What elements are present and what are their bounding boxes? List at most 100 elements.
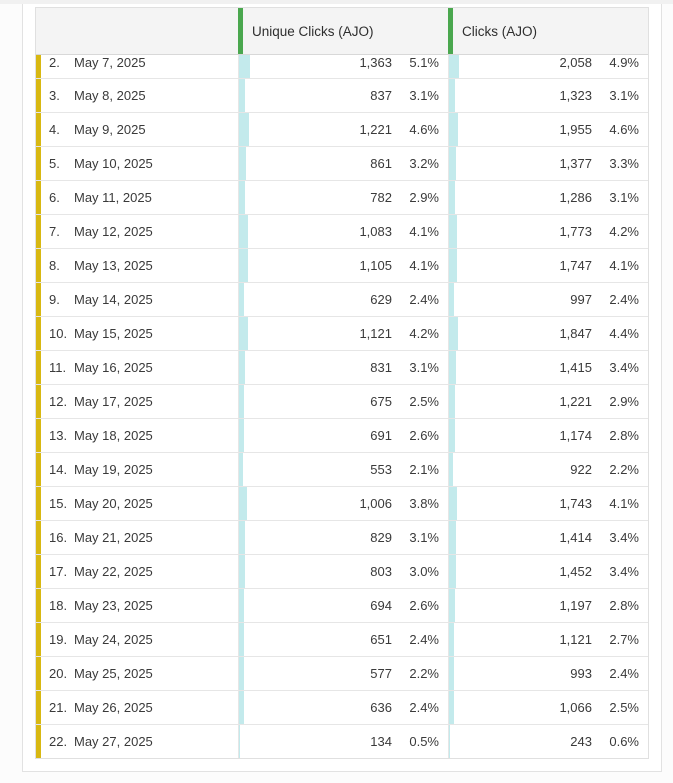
- unique-clicks-cell[interactable]: 1,121 4.2%: [238, 317, 448, 350]
- row-date: May 18, 2025: [74, 428, 153, 443]
- table-row[interactable]: 4. May 9, 2025 1,221 4.6% 1,955 4.6%: [36, 113, 648, 147]
- unique-clicks-cell[interactable]: 829 3.1%: [238, 521, 448, 554]
- table-row[interactable]: 8. May 13, 2025 1,105 4.1% 1,747 4.1%: [36, 249, 648, 283]
- date-cell[interactable]: 18. May 23, 2025: [36, 589, 238, 622]
- clicks-column-header[interactable]: Clicks (AJO): [448, 8, 648, 54]
- unique-clicks-cell[interactable]: 1,105 4.1%: [238, 249, 448, 282]
- metric-value: 1,452: [559, 564, 592, 579]
- unique-clicks-cell[interactable]: 1,363 5.1%: [238, 55, 448, 78]
- date-cell[interactable]: 2. May 7, 2025: [36, 55, 238, 78]
- unique-clicks-cell[interactable]: 1,221 4.6%: [238, 113, 448, 146]
- table-row[interactable]: 14. May 19, 2025 553 2.1% 922 2.2%: [36, 453, 648, 487]
- percent-bar: [239, 453, 244, 486]
- metric-percent: 4.4%: [609, 326, 639, 341]
- unique-clicks-cell[interactable]: 837 3.1%: [238, 79, 448, 112]
- metric-value: 1,105: [359, 258, 392, 273]
- table-row[interactable]: 15. May 20, 2025 1,006 3.8% 1,743 4.1%: [36, 487, 648, 521]
- clicks-cell[interactable]: 1,415 3.4%: [448, 351, 648, 384]
- unique-clicks-cell[interactable]: 577 2.2%: [238, 657, 448, 690]
- clicks-cell[interactable]: 922 2.2%: [448, 453, 648, 486]
- table-row[interactable]: 20. May 25, 2025 577 2.2% 993 2.4%: [36, 657, 648, 691]
- unique-clicks-cell[interactable]: 691 2.6%: [238, 419, 448, 452]
- table-row[interactable]: 5. May 10, 2025 861 3.2% 1,377 3.3%: [36, 147, 648, 181]
- table-row[interactable]: 2. May 7, 2025 1,363 5.1% 2,058 4.9%: [36, 55, 648, 79]
- unique-clicks-cell[interactable]: 636 2.4%: [238, 691, 448, 724]
- unique-clicks-cell[interactable]: 553 2.1%: [238, 453, 448, 486]
- table-row[interactable]: 19. May 24, 2025 651 2.4% 1,121 2.7%: [36, 623, 648, 657]
- metric-percent: 3.4%: [609, 564, 639, 579]
- date-cell[interactable]: 5. May 10, 2025: [36, 147, 238, 180]
- clicks-cell[interactable]: 1,286 3.1%: [448, 181, 648, 214]
- unique-clicks-cell[interactable]: 1,083 4.1%: [238, 215, 448, 248]
- table-row[interactable]: 9. May 14, 2025 629 2.4% 997 2.4%: [36, 283, 648, 317]
- unique-clicks-cell[interactable]: 1,006 3.8%: [238, 487, 448, 520]
- unique-clicks-cell[interactable]: 694 2.6%: [238, 589, 448, 622]
- unique-clicks-cell[interactable]: 861 3.2%: [238, 147, 448, 180]
- clicks-cell[interactable]: 1,773 4.2%: [448, 215, 648, 248]
- unique-clicks-cell[interactable]: 134 0.5%: [238, 725, 448, 758]
- date-cell[interactable]: 3. May 8, 2025: [36, 79, 238, 112]
- clicks-cell[interactable]: 1,221 2.9%: [448, 385, 648, 418]
- clicks-cell[interactable]: 1,323 3.1%: [448, 79, 648, 112]
- table-row[interactable]: 12. May 17, 2025 675 2.5% 1,221 2.9%: [36, 385, 648, 419]
- clicks-cell[interactable]: 1,414 3.4%: [448, 521, 648, 554]
- date-column-header[interactable]: [36, 8, 238, 54]
- table-row[interactable]: 18. May 23, 2025 694 2.6% 1,197 2.8%: [36, 589, 648, 623]
- date-cell[interactable]: 15. May 20, 2025: [36, 487, 238, 520]
- unique-clicks-cell[interactable]: 629 2.4%: [238, 283, 448, 316]
- clicks-cell[interactable]: 1,747 4.1%: [448, 249, 648, 282]
- clicks-cell[interactable]: 993 2.4%: [448, 657, 648, 690]
- clicks-cell[interactable]: 1,121 2.7%: [448, 623, 648, 656]
- unique-clicks-cell[interactable]: 831 3.1%: [238, 351, 448, 384]
- date-cell[interactable]: 6. May 11, 2025: [36, 181, 238, 214]
- date-cell[interactable]: 8. May 13, 2025: [36, 249, 238, 282]
- table-row[interactable]: 10. May 15, 2025 1,121 4.2% 1,847 4.4%: [36, 317, 648, 351]
- unique-clicks-cell[interactable]: 803 3.0%: [238, 555, 448, 588]
- unique-clicks-cell[interactable]: 782 2.9%: [238, 181, 448, 214]
- clicks-cell[interactable]: 997 2.4%: [448, 283, 648, 316]
- clicks-cell[interactable]: 1,197 2.8%: [448, 589, 648, 622]
- clicks-cell[interactable]: 1,847 4.4%: [448, 317, 648, 350]
- table-row[interactable]: 17. May 22, 2025 803 3.0% 1,452 3.4%: [36, 555, 648, 589]
- date-cell[interactable]: 13. May 18, 2025: [36, 419, 238, 452]
- unique-clicks-column-header[interactable]: Unique Clicks (AJO): [238, 8, 448, 54]
- metric-value: 2,058: [559, 55, 592, 70]
- unique-clicks-cell[interactable]: 651 2.4%: [238, 623, 448, 656]
- metric-value: 1,747: [559, 258, 592, 273]
- clicks-cell[interactable]: 1,452 3.4%: [448, 555, 648, 588]
- date-cell[interactable]: 21. May 26, 2025: [36, 691, 238, 724]
- table-row[interactable]: 11. May 16, 2025 831 3.1% 1,415 3.4%: [36, 351, 648, 385]
- date-cell[interactable]: 11. May 16, 2025: [36, 351, 238, 384]
- clicks-cell[interactable]: 1,066 2.5%: [448, 691, 648, 724]
- date-cell[interactable]: 9. May 14, 2025: [36, 283, 238, 316]
- date-cell[interactable]: 7. May 12, 2025: [36, 215, 238, 248]
- table-row[interactable]: 3. May 8, 2025 837 3.1% 1,323 3.1%: [36, 79, 648, 113]
- date-cell[interactable]: 12. May 17, 2025: [36, 385, 238, 418]
- clicks-cell[interactable]: 1,743 4.1%: [448, 487, 648, 520]
- table-row[interactable]: 7. May 12, 2025 1,083 4.1% 1,773 4.2%: [36, 215, 648, 249]
- date-cell[interactable]: 14. May 19, 2025: [36, 453, 238, 486]
- clicks-cell[interactable]: 1,174 2.8%: [448, 419, 648, 452]
- table-row[interactable]: 16. May 21, 2025 829 3.1% 1,414 3.4%: [36, 521, 648, 555]
- date-cell[interactable]: 16. May 21, 2025: [36, 521, 238, 554]
- row-index: 7.: [49, 224, 60, 239]
- table-row[interactable]: 6. May 11, 2025 782 2.9% 1,286 3.1%: [36, 181, 648, 215]
- date-cell[interactable]: 10. May 15, 2025: [36, 317, 238, 350]
- clicks-cell[interactable]: 1,955 4.6%: [448, 113, 648, 146]
- date-cell[interactable]: 17. May 22, 2025: [36, 555, 238, 588]
- clicks-cell[interactable]: 1,377 3.3%: [448, 147, 648, 180]
- date-cell[interactable]: 19. May 24, 2025: [36, 623, 238, 656]
- row-date: May 27, 2025: [74, 734, 153, 749]
- metric-percent: 2.6%: [409, 428, 439, 443]
- clicks-cell[interactable]: 2,058 4.9%: [448, 55, 648, 78]
- date-cell[interactable]: 20. May 25, 2025: [36, 657, 238, 690]
- row-date: May 26, 2025: [74, 700, 153, 715]
- table-row[interactable]: 21. May 26, 2025 636 2.4% 1,066 2.5%: [36, 691, 648, 725]
- date-cell[interactable]: 22. May 27, 2025: [36, 725, 238, 758]
- metric-percent: 2.2%: [409, 666, 439, 681]
- table-row[interactable]: 22. May 27, 2025 134 0.5% 243 0.6%: [36, 725, 648, 758]
- unique-clicks-cell[interactable]: 675 2.5%: [238, 385, 448, 418]
- clicks-cell[interactable]: 243 0.6%: [448, 725, 648, 758]
- table-row[interactable]: 13. May 18, 2025 691 2.6% 1,174 2.8%: [36, 419, 648, 453]
- date-cell[interactable]: 4. May 9, 2025: [36, 113, 238, 146]
